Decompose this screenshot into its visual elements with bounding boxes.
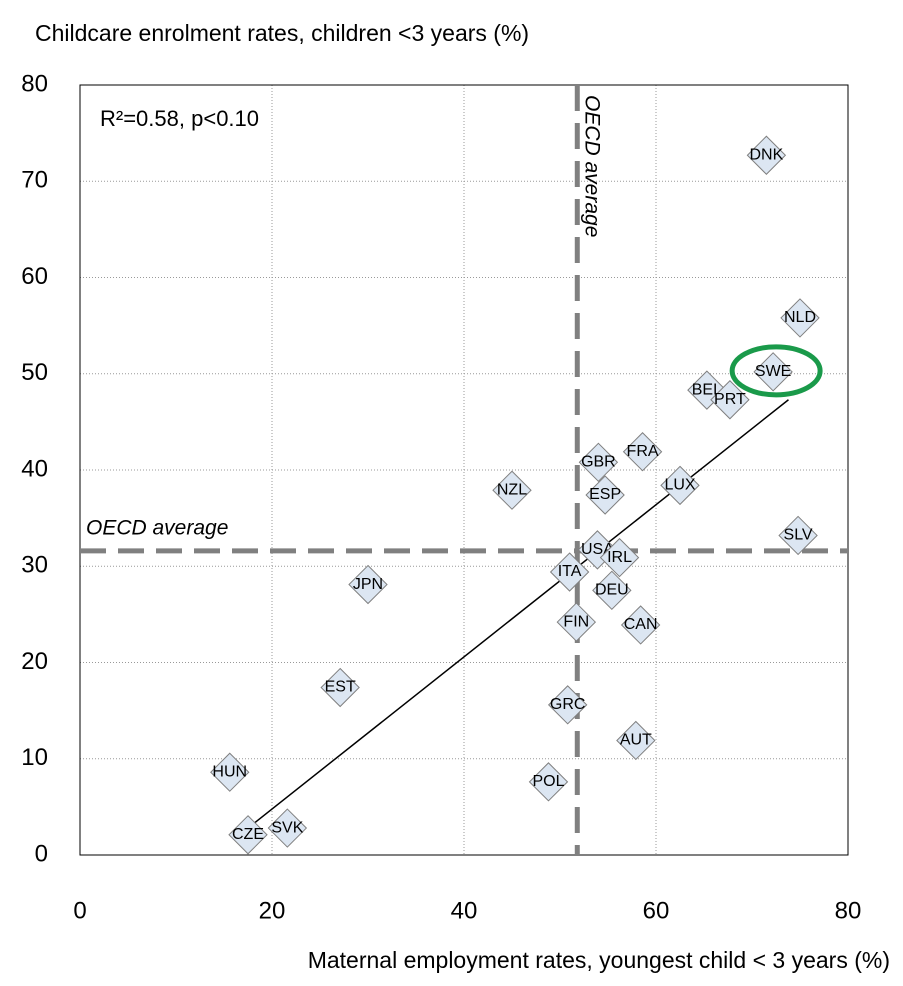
point [780, 298, 820, 338]
point [528, 762, 569, 802]
point [578, 442, 619, 483]
point [547, 685, 588, 725]
point-label: FRA [627, 443, 659, 460]
point-label: GBR [581, 454, 616, 471]
trend-line [247, 399, 789, 829]
y-tick-label: 20 [21, 648, 48, 675]
point [660, 465, 700, 506]
reference-label: OECD average [581, 95, 604, 237]
highlight-ring [729, 344, 823, 398]
y-tick-label: 30 [21, 552, 48, 579]
plot-border [79, 84, 849, 856]
point-label: EST [325, 679, 356, 696]
point-label: DEU [595, 582, 629, 599]
point-label: DNK [750, 146, 784, 163]
point-label: SLV [784, 527, 813, 544]
y-tick-label: 60 [21, 263, 48, 290]
x-axis-title: Maternal employment rates, youngest chil… [308, 947, 890, 973]
y-tick-label: 10 [21, 744, 48, 771]
point-label: SVK [271, 819, 303, 836]
x-tick-label: 80 [835, 897, 862, 924]
y-tick-label: 50 [21, 359, 48, 386]
point [753, 352, 793, 392]
annotation: R²=0.58, p<0.10 [100, 106, 259, 131]
point-label: NZL [497, 481, 527, 498]
point [746, 135, 787, 175]
point-label: POL [532, 773, 564, 790]
point-label: AUT [620, 732, 652, 749]
x-tick-label: 60 [643, 897, 670, 924]
y-tick-label: 40 [21, 455, 48, 482]
point [228, 815, 268, 855]
point [267, 808, 308, 848]
point-label: PRT [714, 391, 746, 408]
point-label: FIN [563, 613, 589, 630]
point [778, 515, 818, 556]
point [492, 470, 532, 510]
point [210, 752, 250, 792]
point-label: JPN [353, 576, 383, 593]
point [592, 570, 632, 611]
point-label: BEL [692, 381, 722, 398]
reference-label: OECD average [86, 516, 228, 539]
point-label: HUN [212, 763, 247, 780]
point [622, 432, 663, 472]
x-tick-label: 20 [259, 897, 286, 924]
y-tick-label: 70 [21, 167, 48, 194]
point [620, 605, 661, 645]
point-label: LUX [664, 477, 695, 494]
y-tick-label: 0 [35, 840, 48, 867]
point-label: ESP [589, 486, 621, 503]
point [556, 602, 597, 642]
point-label: NLD [784, 309, 816, 326]
x-tick-label: 40 [451, 897, 478, 924]
y-tick-label: 80 [21, 70, 48, 97]
point-label: IRL [607, 549, 632, 566]
point [616, 720, 656, 761]
y-axis-title: Childcare enrolment rates, children <3 y… [35, 20, 529, 46]
x-tick-label: 0 [73, 897, 86, 924]
point-label: CZE [232, 826, 264, 843]
point [599, 537, 640, 578]
point-label: SWE [755, 363, 791, 380]
point [348, 564, 388, 605]
point-label: ITA [558, 563, 582, 580]
point [549, 552, 590, 592]
point-label: CAN [624, 616, 658, 633]
point [320, 667, 360, 708]
point-label: GRC [550, 696, 586, 713]
point [585, 475, 625, 515]
point [710, 380, 750, 420]
